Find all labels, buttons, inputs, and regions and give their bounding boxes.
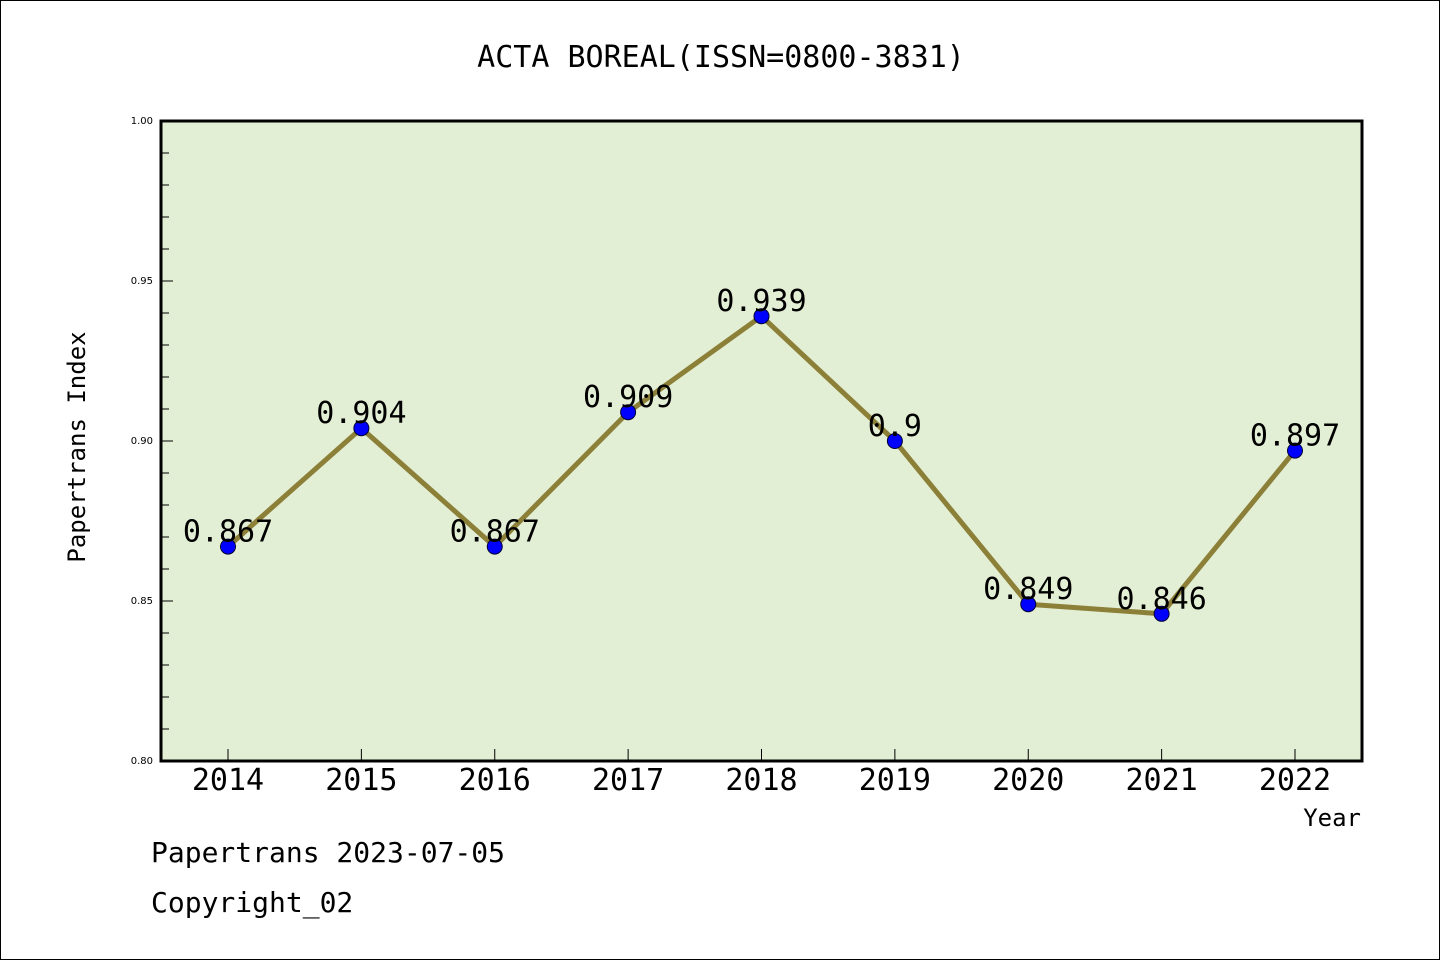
- data-label: 0.904: [316, 396, 406, 431]
- x-tick-label: 2017: [592, 763, 664, 798]
- data-labels: 0.867 0.904 0.867 0.909 0.939 0.9 0.849 0.846 0.…: [183, 284, 1340, 617]
- data-point-marker: [1287, 442, 1303, 459]
- x-tick-label: 2018: [725, 763, 797, 798]
- data-point-marker: [620, 404, 637, 421]
- data-label: 0.867: [183, 515, 273, 550]
- data-label: 0.909: [583, 380, 673, 415]
- y-tick-label: 0.85: [131, 596, 153, 607]
- y-minor-ticks: [161, 152, 169, 730]
- data-label: 0.867: [450, 515, 540, 550]
- data-label: 0.9: [868, 409, 922, 444]
- x-axis-label: Year: [1303, 804, 1361, 832]
- data-label: 0.849: [983, 572, 1073, 607]
- data-point-marker: [353, 420, 370, 437]
- x-tick-label: 2016: [459, 763, 531, 798]
- y-tick-label: 0.80: [131, 756, 153, 767]
- y-tick-label: 0.90: [131, 436, 153, 447]
- x-tick-label: 2021: [1126, 763, 1198, 798]
- y-tick-label: 0.95: [131, 276, 153, 287]
- data-label: 0.939: [716, 284, 806, 319]
- x-tick-label: 2022: [1259, 763, 1331, 798]
- data-point-marker: [486, 538, 503, 555]
- data-point-marker: [753, 308, 770, 325]
- data-point-marker: [220, 538, 236, 555]
- x-tick-label: 2015: [325, 763, 397, 798]
- chart-title: ACTA BOREAL(ISSN=0800-3831): [477, 40, 965, 75]
- series-markers: [220, 308, 1303, 622]
- y-tick-label: 1.00: [131, 116, 153, 127]
- y-axis-ticks: 0.80 0.85 0.90 0.95 1.00: [131, 116, 173, 767]
- y-axis-label: Papertrans Index: [63, 331, 91, 562]
- data-label: 0.846: [1116, 582, 1206, 617]
- data-point-marker: [886, 433, 903, 449]
- data-label: 0.897: [1250, 419, 1340, 454]
- x-tick-label: 2014: [192, 763, 264, 798]
- plot-area: [159, 119, 1364, 763]
- footer-date-text: Papertrans 2023-07-05: [151, 836, 506, 869]
- x-tick-label: 2020: [992, 763, 1064, 798]
- x-tick-label: 2019: [859, 763, 931, 798]
- data-point-marker: [1020, 596, 1037, 613]
- x-axis-ticks: 2014 2015 2016 2017 2018 2019 2020 2021 2022: [192, 749, 1331, 798]
- data-point-marker: [1153, 605, 1170, 622]
- footer-copyright-text: Copyright_02: [151, 886, 354, 919]
